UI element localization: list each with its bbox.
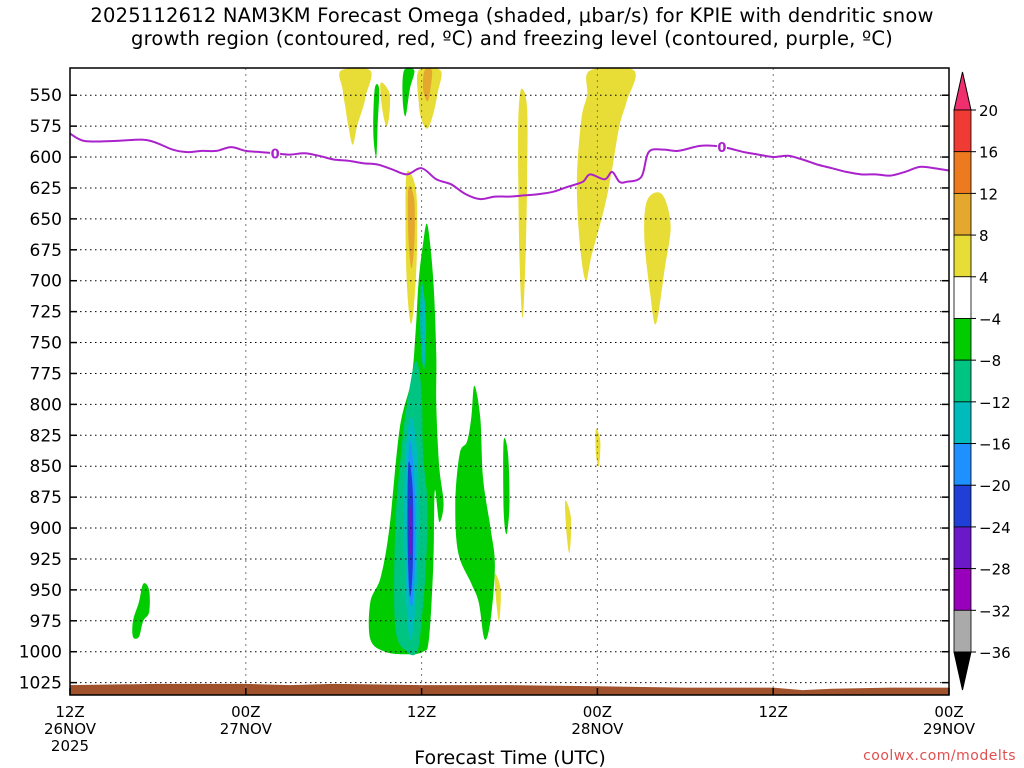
colorbar-bin-12	[953, 568, 972, 611]
colorbar-label-9: −20	[979, 477, 1011, 495]
colorbar-bin-2	[953, 151, 972, 194]
surface-ground	[70, 683, 949, 695]
y-tick-label-825: 825	[30, 426, 62, 446]
colorbar-bin-1	[953, 109, 972, 153]
x-tick-label-24-1: 12Z	[407, 703, 436, 721]
omega-region-3	[422, 68, 433, 102]
colorbar-bin-3	[953, 192, 972, 236]
x-tick-label-0-2: 26NOV	[44, 720, 97, 738]
colorbar-bin-5	[953, 276, 972, 319]
x-tick-label-0-1: 12Z	[55, 703, 84, 721]
colorbar-label-2: 12	[979, 185, 998, 203]
x-tick-label-36-1: 00Z	[583, 703, 612, 721]
colorbar-label-12: −32	[979, 602, 1011, 620]
omega-region-11	[595, 428, 601, 467]
y-tick-label-800: 800	[30, 395, 62, 415]
omega-region-6	[576, 68, 636, 281]
omega-shading-layer	[132, 68, 671, 656]
y-tick-label-650: 650	[30, 210, 62, 230]
omega-region-9	[407, 185, 415, 269]
colorbar-bin-4	[953, 234, 972, 278]
x-tick-label-36-2: 28NOV	[571, 720, 624, 738]
colorbar-label-8: −16	[979, 436, 1011, 454]
colorbar-bin-10	[953, 484, 972, 528]
y-tick-label-600: 600	[30, 148, 62, 168]
y-tick-label-675: 675	[30, 241, 62, 261]
y-tick-label-725: 725	[30, 303, 62, 323]
omega-region-1	[380, 82, 391, 127]
colorbar: 20 16 12 8 4 −4 −8 −12 −16 −20 −24 −28 −32 −36	[953, 71, 1011, 691]
omega-region-23	[132, 583, 150, 639]
omega-region-12	[564, 500, 572, 554]
colorbar-label-10: −24	[979, 519, 1011, 537]
x-tick-label-60-2: 29NOV	[923, 720, 976, 738]
colorbar-label-0: 20	[979, 102, 998, 120]
omega-region-10	[644, 192, 671, 325]
y-tick-label-875: 875	[30, 488, 62, 508]
x-axis-label: Forecast Time (UTC)	[414, 747, 605, 768]
plot-frame	[69, 67, 950, 696]
omega-region-13	[494, 573, 501, 622]
chart-title: 2025112612 NAM3KM Forecast Omega (shaded…	[0, 4, 1024, 50]
colorbar-label-1: 16	[979, 144, 998, 162]
colorbar-bin-13	[953, 609, 972, 653]
colorbar-label-5: −4	[979, 310, 1001, 328]
x-tick-label-48-1: 12Z	[759, 703, 788, 721]
x-tick-label-12-1: 00Z	[231, 703, 260, 721]
y-tick-label-1025: 1025	[19, 674, 62, 694]
colorbar-label-11: −28	[979, 561, 1011, 579]
freezing-level-label-1: 0	[717, 141, 726, 156]
freezing-level-label-0: 0	[271, 147, 280, 162]
omega-region-5	[373, 83, 380, 158]
freezing-label-bg-1	[716, 140, 727, 154]
y-tick-label-575: 575	[30, 117, 62, 137]
y-tick-label-700: 700	[30, 272, 62, 292]
colorbar-label-7: −12	[979, 394, 1011, 412]
y-tick-label-550: 550	[30, 86, 62, 106]
omega-region-7	[517, 88, 528, 318]
y-tick-label-750: 750	[30, 334, 62, 354]
freezing-label-bg-0	[270, 146, 281, 160]
y-tick-label-900: 900	[30, 519, 62, 539]
omega-region-4	[402, 68, 415, 117]
y-axis: 550 575 600 625 650 675 700 725 750 775 800 825 850 8…	[19, 86, 949, 694]
colorbar-bottom-arrow	[953, 651, 972, 691]
colorbar-label-3: 8	[979, 227, 989, 245]
y-tick-label-925: 925	[30, 550, 62, 570]
freezing-level-line	[69, 132, 950, 201]
omega-region-21	[455, 385, 495, 640]
grid-lines	[69, 68, 950, 695]
y-tick-label-625: 625	[30, 179, 62, 199]
x-tick-label-12-2: 27NOV	[220, 720, 273, 738]
colorbar-bin-6	[953, 318, 972, 361]
y-tick-label-975: 975	[30, 612, 62, 632]
y-tick-label-850: 850	[30, 457, 62, 477]
colorbar-bin-11	[953, 526, 972, 570]
colorbar-bin-9	[953, 443, 972, 486]
x-tick-label-0-3: 2025	[51, 737, 89, 755]
title-line-2: growth region (contoured, red, ºC) and f…	[131, 27, 893, 50]
omega-region-0	[339, 68, 372, 145]
surface-layer	[70, 683, 949, 695]
watermark: coolwx.com/modelts	[863, 748, 1016, 764]
colorbar-top-arrow	[953, 71, 972, 111]
omega-region-20	[408, 502, 413, 555]
colorbar-label-4: 4	[979, 269, 989, 287]
colorbar-label-6: −8	[979, 352, 1001, 370]
colorbar-label-13: −36	[979, 644, 1011, 662]
x-tick-label-60-1: 00Z	[934, 703, 963, 721]
y-tick-label-950: 950	[30, 581, 62, 601]
colorbar-bin-8	[953, 401, 972, 444]
omega-region-22	[503, 438, 510, 535]
title-line-1: 2025112612 NAM3KM Forecast Omega (shaded…	[90, 4, 934, 27]
colorbar-bin-7	[953, 359, 972, 403]
y-tick-label-1000: 1000	[19, 643, 62, 663]
y-tick-label-775: 775	[30, 364, 62, 384]
